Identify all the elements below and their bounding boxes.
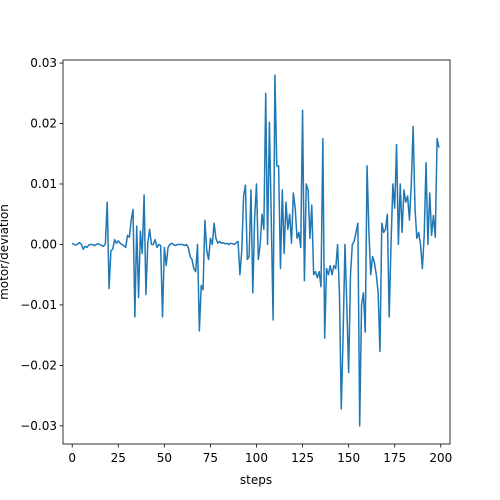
x-tick-label: 200 <box>429 451 452 465</box>
y-tick-label: 0.02 <box>30 116 57 130</box>
y-tick-label: 0.01 <box>30 177 57 191</box>
x-ticks: 0 25 50 75 100 125 150 175 200 <box>68 444 452 465</box>
x-tick-label: 50 <box>157 451 172 465</box>
x-tick-label: 125 <box>291 451 314 465</box>
x-axis-label: steps <box>240 473 272 487</box>
x-tick-label: 150 <box>337 451 360 465</box>
x-tick-label: 175 <box>383 451 406 465</box>
series-layer <box>71 74 440 427</box>
plot-area <box>63 60 450 444</box>
x-tick-label: 0 <box>68 451 76 465</box>
y-tick-label: 0.03 <box>30 56 57 70</box>
y-ticks: −0.03 −0.02 −0.01 0.00 0.01 0.02 0.03 <box>20 56 63 433</box>
y-tick-label: −0.03 <box>20 419 57 433</box>
y-tick-label: −0.02 <box>20 358 57 372</box>
x-tick-label: 75 <box>203 451 218 465</box>
series-line-0 <box>71 74 440 427</box>
x-tick-label: 100 <box>245 451 268 465</box>
y-axis-label: motor/deviation <box>0 204 11 300</box>
y-tick-label: −0.01 <box>20 298 57 312</box>
y-tick-label: 0.00 <box>30 237 57 251</box>
x-tick-label: 25 <box>111 451 126 465</box>
